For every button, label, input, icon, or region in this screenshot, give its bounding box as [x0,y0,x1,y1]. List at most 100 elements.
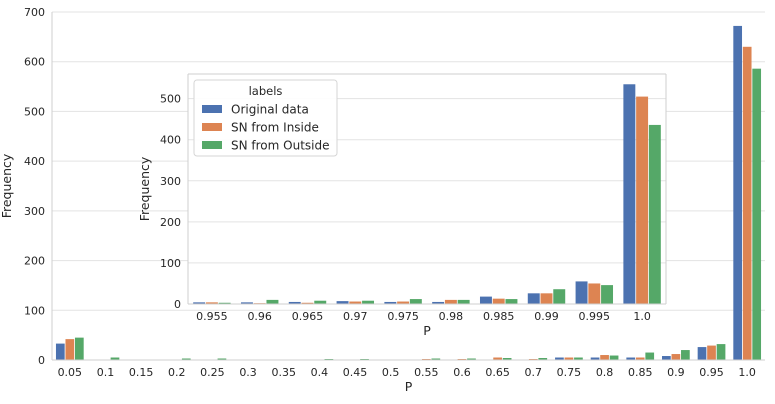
x-tick-label: 0.15 [129,366,154,379]
x-tick-label: 0.65 [485,366,510,379]
bar-sn-from-outside [609,355,619,360]
x-tick-label: 1.0 [738,366,756,379]
legend-box [193,79,338,157]
bar-original-data [575,281,588,304]
bar-sn-from-outside [181,358,191,360]
bar-sn-from-inside [635,357,645,360]
bar-original-data [733,25,743,360]
x-tick-label: 0.35 [271,366,296,379]
x-tick-label: 0.975 [387,310,419,323]
y-tick-label: 100 [24,304,45,317]
bar-sn-from-outside [645,352,655,360]
x-tick-label: 0.99 [534,310,559,323]
x-tick-label: 0.98 [439,310,464,323]
bar-sn-from-inside [493,357,502,360]
y-tick-label: 300 [24,205,45,218]
x-tick-label: 0.85 [628,366,653,379]
bar-sn-from-outside [74,337,84,360]
legend-swatch [202,141,222,149]
x-tick-label: 0.4 [311,366,329,379]
x-tick-label: 0.96 [247,310,272,323]
y-tick-label: 400 [24,155,45,168]
x-tick-label: 0.05 [58,366,83,379]
y-tick-label: 400 [160,134,181,147]
y-axis-label: Frequency [137,156,152,221]
legend-entry-label: Original data [231,103,309,117]
y-tick-label: 0 [38,354,45,367]
bar-original-data [336,301,349,304]
bar-original-data [527,293,540,304]
bar-sn-from-outside [409,299,422,304]
x-tick-label: 0.95 [699,366,724,379]
bar-sn-from-inside [349,301,362,304]
y-tick-label: 500 [160,93,181,106]
bar-sn-from-outside [362,300,375,304]
bar-sn-from-outside [601,285,614,304]
y-tick-label: 600 [24,56,45,69]
x-tick-label: 0.7 [525,366,543,379]
x-tick-label: 0.9 [667,366,685,379]
bar-sn-from-inside [600,355,609,360]
x-tick-label: 0.45 [343,366,368,379]
bar-sn-from-outside [110,357,120,360]
y-tick-label: 200 [160,216,181,229]
x-tick-label: 0.2 [168,366,186,379]
bar-original-data [479,296,492,304]
legend-title: labels [249,84,283,98]
x-tick-label: 0.5 [382,366,400,379]
y-tick-label: 700 [24,6,45,19]
bar-original-data [623,84,636,305]
y-axis-label: Frequency [0,153,14,218]
x-tick-label: 0.25 [200,366,225,379]
bar-sn-from-outside [574,357,583,360]
bar-sn-from-outside [716,344,726,360]
legend-entry-label: SN from Inside [231,121,319,135]
bar-sn-from-inside [564,357,574,360]
bar-sn-from-outside [505,299,518,304]
bar-original-data [55,343,65,360]
bar-original-data [432,301,445,304]
bar-original-data [590,357,600,360]
bar-sn-from-outside [648,124,661,304]
legend-swatch [202,105,222,113]
x-tick-label: 0.6 [453,366,471,379]
bar-sn-from-inside [397,301,410,304]
x-tick-label: 0.8 [596,366,614,379]
bar-sn-from-outside [538,358,548,360]
bar-sn-from-outside [457,299,470,304]
bar-sn-from-inside [65,339,75,360]
bar-sn-from-inside [444,299,457,304]
bar-sn-from-inside [671,354,681,360]
bar-sn-from-outside [467,358,476,360]
bar-sn-from-inside [707,345,716,360]
x-tick-label: 0.75 [557,366,582,379]
x-tick-label: 0.55 [414,366,439,379]
y-tick-label: 300 [160,175,181,188]
x-tick-label: 0.965 [292,310,324,323]
bar-sn-from-outside [502,358,512,360]
bar-sn-from-outside [553,289,566,304]
y-tick-label: 200 [24,255,45,268]
chart-1: 0 100 200 300 400 500 0.955 0.96 0.965 0.97 0.975 0… [137,73,667,338]
bar-original-data [240,302,253,304]
bar-sn-from-outside [681,350,690,360]
x-tick-label: 0.1 [97,366,115,379]
legend-entry-label: SN from Outside [231,139,330,153]
bar-sn-from-inside [492,298,505,304]
bar-sn-from-outside [431,358,441,360]
x-tick-label: 0.97 [343,310,368,323]
x-tick-label: 0.985 [483,310,515,323]
bar-sn-from-inside [636,96,649,304]
x-axis-label: P [405,379,413,394]
bar-original-data [697,347,707,360]
legend-swatch [202,123,222,131]
x-tick-label: 0.955 [196,310,228,323]
x-tick-label: 1.0 [633,310,651,323]
bar-original-data [193,302,206,304]
y-tick-label: 100 [160,257,181,270]
bar-sn-from-outside [314,300,327,304]
bar-sn-from-outside [218,302,231,304]
bar-original-data [662,356,671,360]
